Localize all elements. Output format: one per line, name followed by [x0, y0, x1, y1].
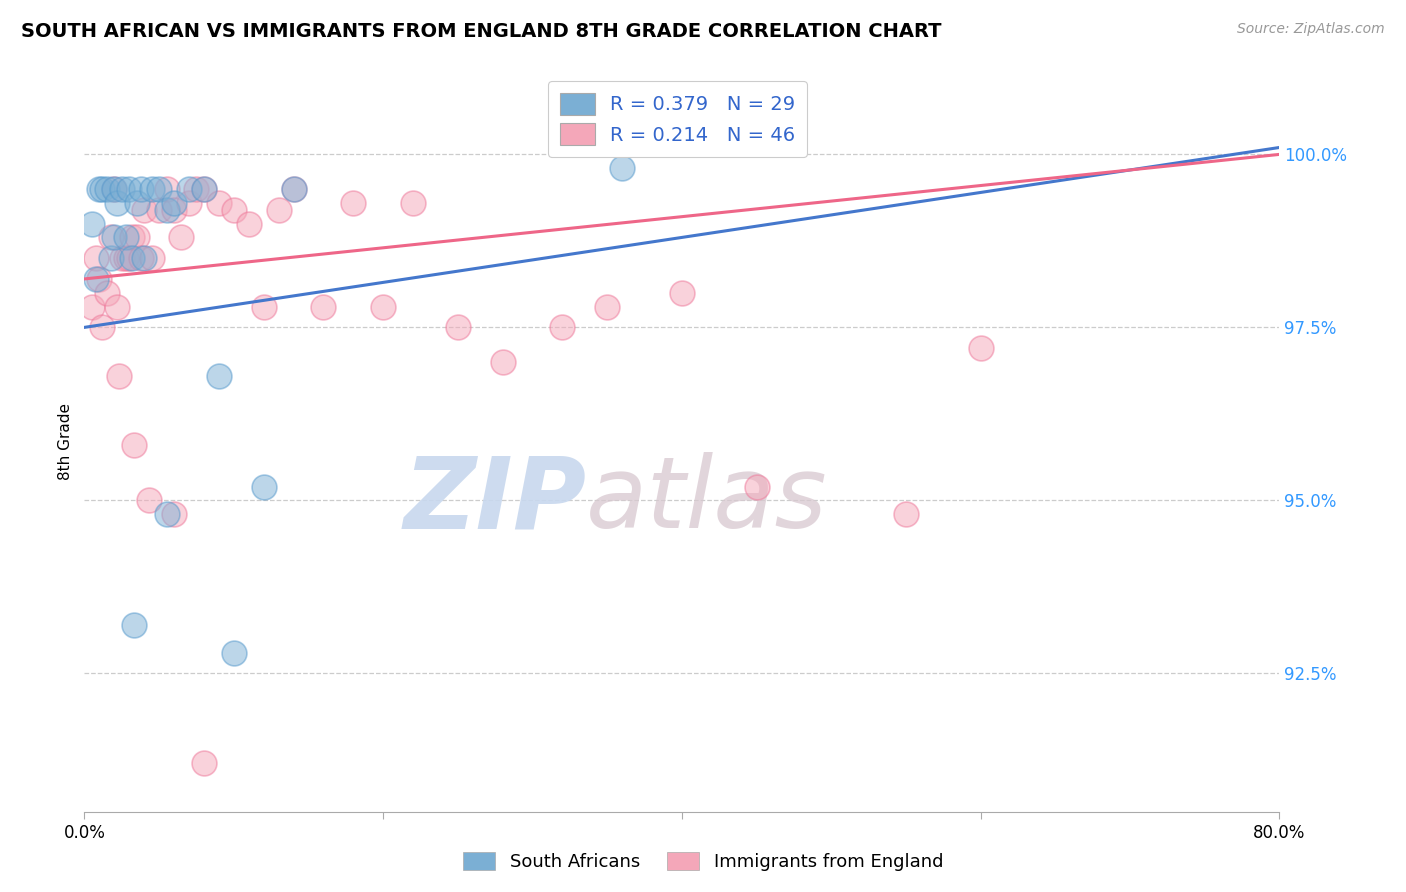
Point: [111, 251, 134, 265]
Point: [118, 182, 141, 196]
Point: [91, 320, 114, 334]
Legend: R = 0.379   N = 29, R = 0.214   N = 46: R = 0.379 N = 29, R = 0.214 N = 46: [548, 81, 807, 157]
Point: [238, 217, 260, 231]
Point: [105, 300, 128, 314]
Point: [89, 272, 111, 286]
Point: [610, 161, 633, 176]
Text: atlas: atlas: [586, 452, 828, 549]
Point: [596, 300, 619, 314]
Point: [80, 300, 103, 314]
Point: [148, 182, 170, 196]
Text: Source: ZipAtlas.com: Source: ZipAtlas.com: [1237, 22, 1385, 37]
Point: [163, 507, 186, 521]
Point: [122, 618, 145, 632]
Point: [155, 507, 177, 521]
Point: [121, 230, 143, 244]
Point: [105, 195, 128, 210]
Point: [138, 493, 160, 508]
Point: [253, 479, 276, 493]
Point: [132, 251, 156, 265]
Point: [103, 182, 125, 196]
Point: [125, 230, 148, 244]
Point: [222, 646, 245, 660]
Point: [208, 368, 231, 383]
Point: [122, 438, 145, 452]
Point: [96, 285, 118, 300]
Point: [115, 251, 138, 265]
Point: [671, 285, 693, 300]
Point: [193, 182, 215, 196]
Point: [129, 182, 152, 196]
Point: [177, 182, 200, 196]
Point: [80, 217, 103, 231]
Point: [267, 202, 290, 217]
Point: [86, 272, 108, 286]
Point: [89, 182, 111, 196]
Point: [118, 251, 141, 265]
Point: [111, 182, 134, 196]
Point: [163, 195, 186, 210]
Point: [970, 341, 993, 355]
Point: [186, 182, 208, 196]
Point: [141, 182, 163, 196]
Point: [208, 195, 231, 210]
Point: [121, 251, 143, 265]
Point: [96, 182, 118, 196]
Point: [492, 355, 515, 369]
Point: [283, 182, 305, 196]
Point: [193, 756, 215, 771]
Point: [342, 195, 364, 210]
Point: [163, 202, 186, 217]
Point: [155, 182, 177, 196]
Point: [86, 251, 108, 265]
Point: [132, 202, 156, 217]
Point: [141, 251, 163, 265]
Point: [115, 230, 138, 244]
Legend: South Africans, Immigrants from England: South Africans, Immigrants from England: [456, 845, 950, 879]
Point: [100, 251, 122, 265]
Point: [129, 251, 152, 265]
Point: [402, 195, 425, 210]
Point: [551, 320, 574, 334]
Point: [91, 182, 114, 196]
Point: [371, 300, 394, 314]
Point: [283, 182, 305, 196]
Point: [745, 479, 768, 493]
Text: ZIP: ZIP: [404, 452, 586, 549]
Point: [447, 320, 470, 334]
Point: [193, 182, 215, 196]
Y-axis label: 8th Grade: 8th Grade: [58, 403, 73, 480]
Point: [170, 230, 193, 244]
Point: [125, 195, 148, 210]
Point: [100, 230, 122, 244]
Point: [253, 300, 276, 314]
Point: [107, 368, 129, 383]
Point: [103, 230, 125, 244]
Point: [894, 507, 917, 521]
Point: [222, 202, 245, 217]
Text: SOUTH AFRICAN VS IMMIGRANTS FROM ENGLAND 8TH GRADE CORRELATION CHART: SOUTH AFRICAN VS IMMIGRANTS FROM ENGLAND…: [21, 22, 942, 41]
Point: [155, 202, 177, 217]
Point: [177, 195, 200, 210]
Point: [312, 300, 335, 314]
Point: [103, 182, 125, 196]
Point: [148, 202, 170, 217]
